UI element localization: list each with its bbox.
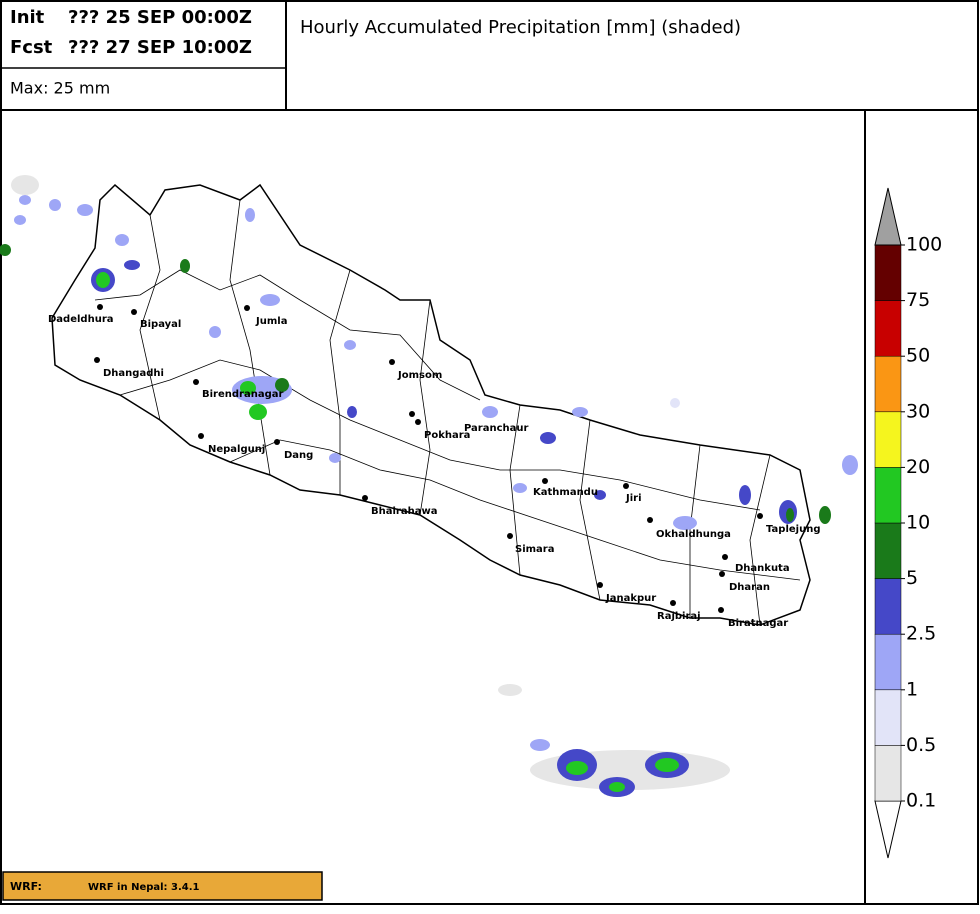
city-label: Bhairahawa bbox=[371, 506, 437, 517]
fcst-value: ??? 27 SEP 10:00Z bbox=[68, 37, 252, 58]
country-outline bbox=[51, 183, 811, 626]
max-value: Max: 25 mm bbox=[10, 79, 110, 98]
footer-version: WRF in Nepal: 3.4.1 bbox=[88, 882, 200, 893]
city-label: Paranchaur bbox=[464, 423, 529, 434]
footer-box bbox=[2, 871, 323, 901]
city-label: Taplejung bbox=[766, 524, 820, 535]
colorbar-label: 1 bbox=[906, 678, 918, 700]
city-label: Okhaldhunga bbox=[656, 529, 731, 540]
city-label: Dang bbox=[284, 450, 313, 461]
precipitation bbox=[0, 175, 858, 797]
colorbar-extend-high bbox=[874, 187, 902, 246]
city-label: Rajbiraj bbox=[657, 611, 701, 622]
city-label: Bipayal bbox=[140, 319, 181, 330]
city-label: Janakpur bbox=[605, 593, 656, 604]
city-label: Dhankuta bbox=[735, 563, 790, 574]
city-label: Pokhara bbox=[424, 430, 470, 441]
colorbar-segment bbox=[874, 689, 902, 746]
colorbar-label: 0.5 bbox=[906, 734, 936, 756]
footer-model: WRF: bbox=[10, 880, 42, 893]
city-label: Biratnagar bbox=[728, 618, 788, 629]
colorbar: 0.1 0.5 1 2.5 5 10 20 30 50 75 100 bbox=[874, 187, 942, 859]
city-label: Jiri bbox=[625, 493, 642, 504]
title: Hourly Accumulated Precipitation [mm] (s… bbox=[300, 17, 741, 38]
colorbar-label: 0.1 bbox=[906, 790, 936, 812]
colorbar-segment bbox=[874, 578, 902, 635]
colorbar-label: 75 bbox=[906, 289, 930, 311]
colorbar-label: 5 bbox=[906, 567, 918, 589]
city-label: Jumla bbox=[255, 316, 287, 327]
init-value: ??? 25 SEP 00:00Z bbox=[68, 7, 252, 28]
colorbar-label: 20 bbox=[906, 456, 930, 478]
city-dots bbox=[94, 304, 763, 613]
fcst-label: Fcst bbox=[10, 37, 53, 58]
colorbar-label: 10 bbox=[906, 512, 930, 534]
city-label: Dadeldhura bbox=[48, 314, 114, 325]
colorbar-label: 50 bbox=[906, 345, 930, 367]
colorbar-label: 30 bbox=[906, 400, 930, 422]
colorbar-segment bbox=[874, 355, 902, 413]
colorbar-segment bbox=[874, 633, 902, 691]
colorbar-segment bbox=[874, 300, 902, 357]
colorbar-label: 2.5 bbox=[906, 623, 936, 645]
district-lines bbox=[94, 199, 801, 626]
colorbar-segment bbox=[874, 522, 902, 579]
city-label: Nepalgunj bbox=[208, 444, 265, 455]
city-label: Simara bbox=[515, 544, 554, 555]
city-label: Birendranagar bbox=[202, 389, 283, 400]
colorbar-segment bbox=[874, 411, 902, 468]
colorbar-segment bbox=[874, 244, 902, 301]
city-label: Dhangadhi bbox=[103, 368, 164, 379]
colorbar-label: 100 bbox=[906, 234, 942, 256]
init-label: Init bbox=[10, 7, 45, 28]
city-label: Kathmandu bbox=[533, 487, 598, 498]
city-label: Dharan bbox=[729, 582, 770, 593]
colorbar-segment bbox=[874, 467, 902, 524]
city-label: Jomsom bbox=[397, 370, 442, 381]
map: Dadeldhura Bipayal Jumla Dhangadhi Biren… bbox=[0, 175, 858, 797]
colorbar-segment bbox=[874, 745, 902, 802]
